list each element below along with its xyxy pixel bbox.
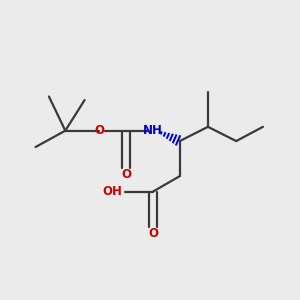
- Text: O: O: [121, 168, 131, 181]
- Text: NH: NH: [143, 124, 163, 137]
- Text: OH: OH: [102, 185, 122, 198]
- Text: O: O: [148, 227, 158, 240]
- Text: O: O: [94, 124, 104, 137]
